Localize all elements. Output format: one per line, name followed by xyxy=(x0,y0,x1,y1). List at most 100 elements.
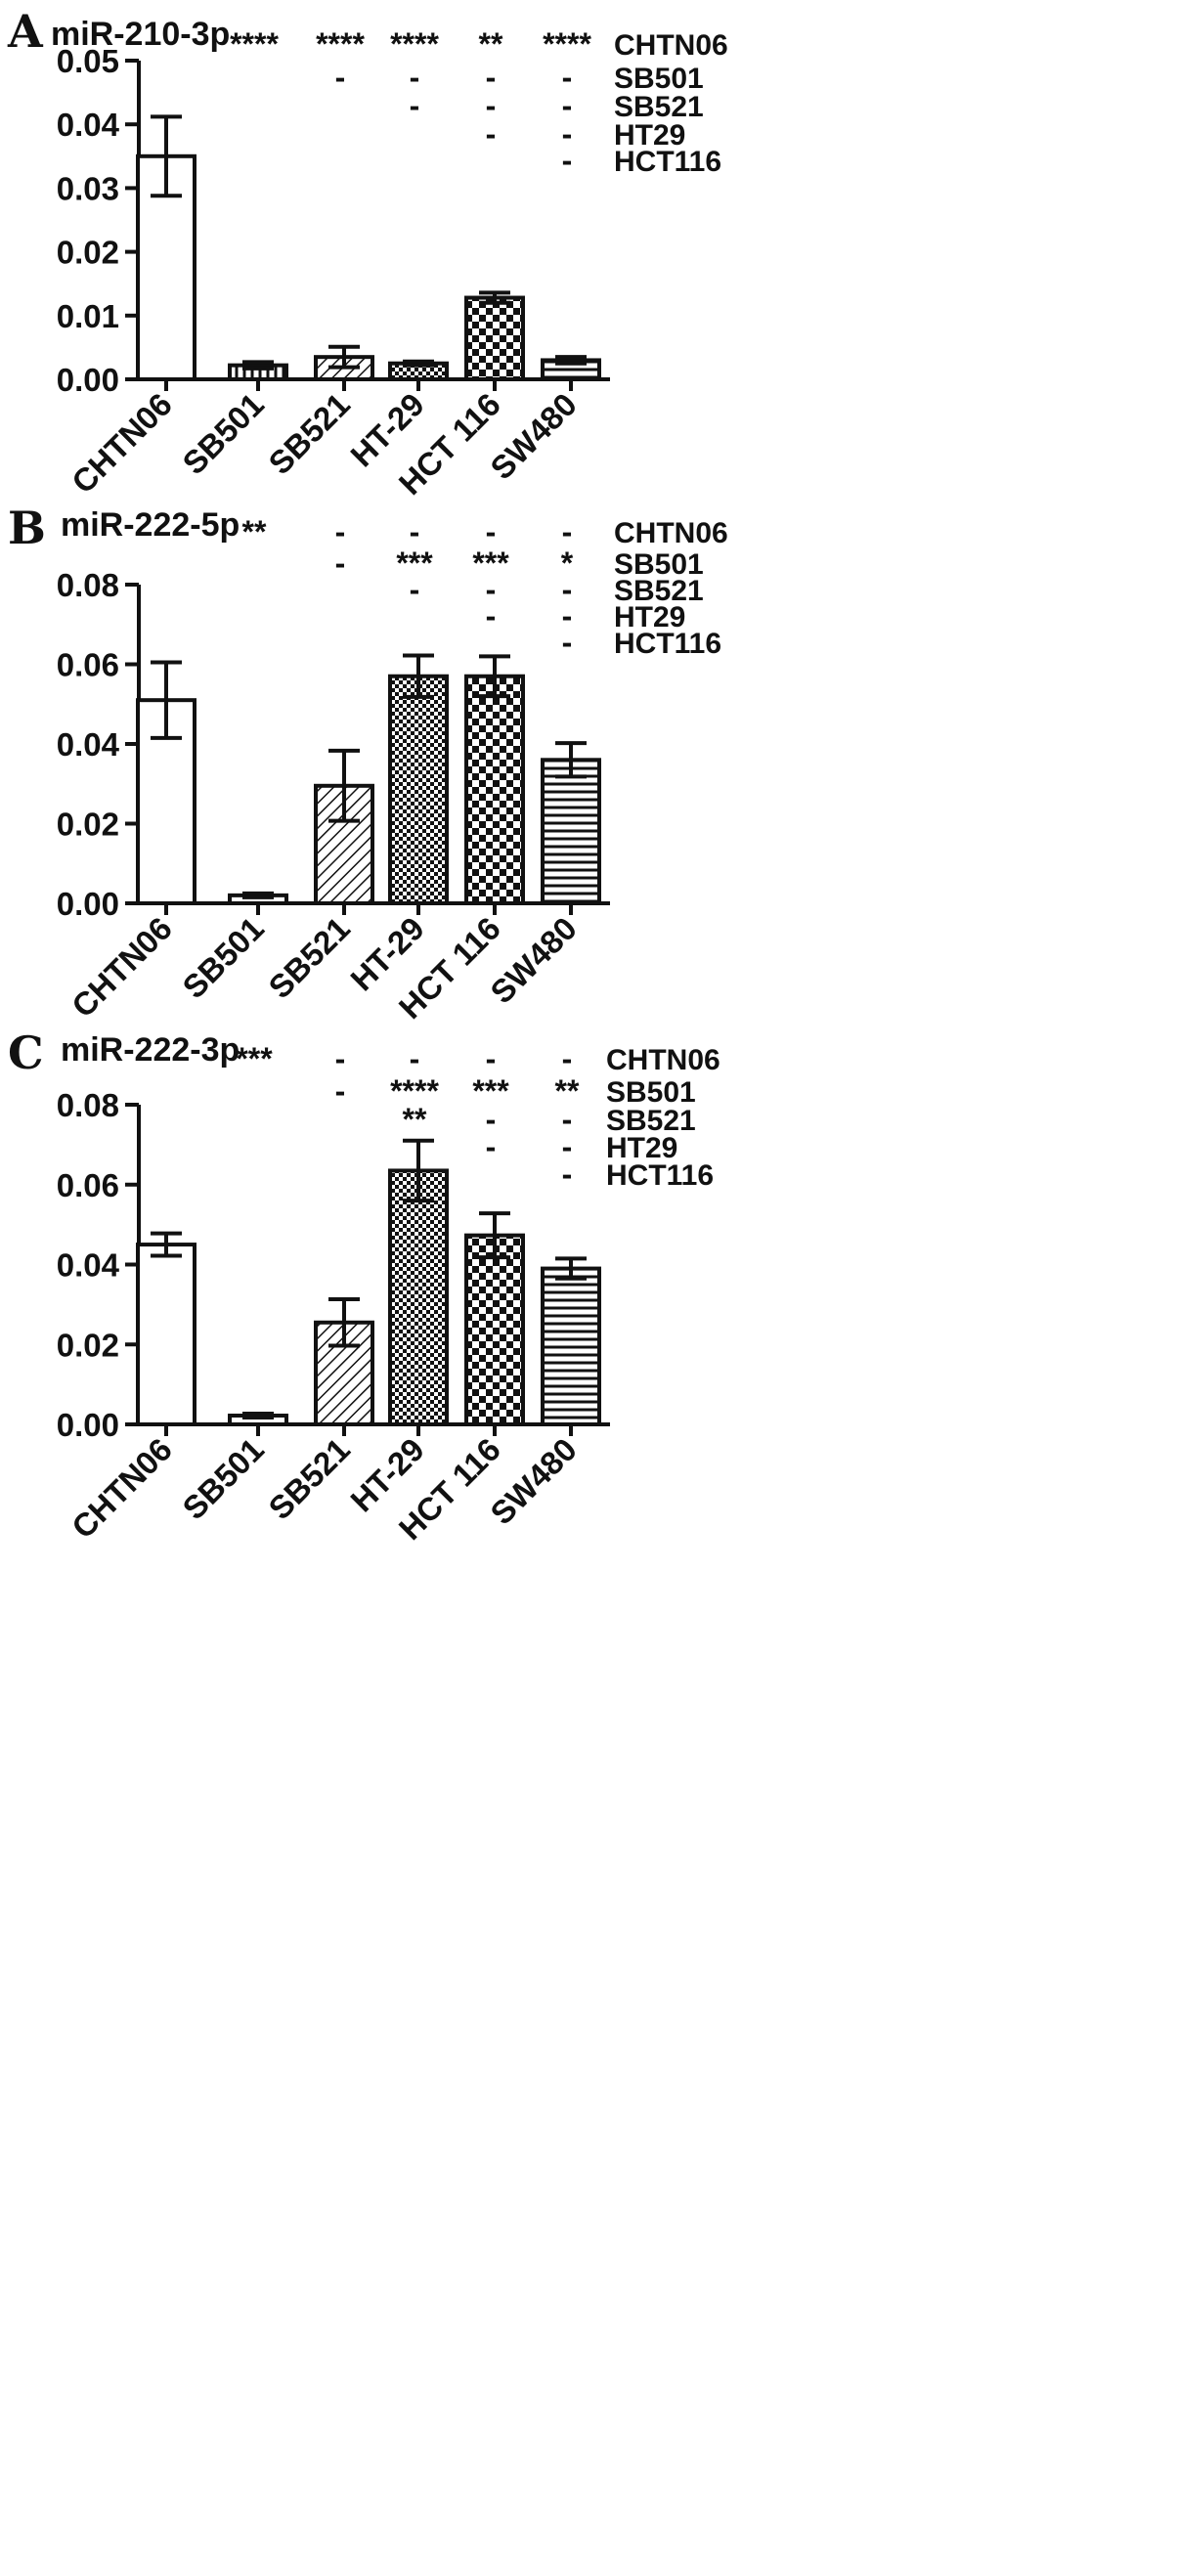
bar-sw480 xyxy=(541,1266,601,1427)
significance-mark: - xyxy=(486,572,497,607)
bar-hct-116 xyxy=(464,295,525,382)
y-tick-label: 0.04 xyxy=(57,1247,120,1284)
y-tick-label: 0.00 xyxy=(57,362,119,398)
significance-mark: - xyxy=(562,572,573,607)
comparison-row-label: CHTN06 xyxy=(614,29,728,62)
x-tick-label: SB521 xyxy=(261,1431,357,1527)
significance-mark: - xyxy=(486,514,497,549)
significance-mark: *** xyxy=(396,546,433,581)
significance-mark: - xyxy=(335,546,346,581)
bar-hct-116 xyxy=(464,1233,525,1426)
bar-chtn06 xyxy=(136,1243,196,1426)
x-tick-label: SB521 xyxy=(261,386,357,482)
significance-mark: - xyxy=(562,88,573,123)
y-tick-label: 0.06 xyxy=(57,647,119,683)
x-tick-label: SW480 xyxy=(483,1431,584,1532)
significance-mark: - xyxy=(562,1041,573,1076)
significance-mark: **** xyxy=(390,1073,439,1109)
significance-mark: - xyxy=(562,116,573,152)
significance-mark: *** xyxy=(472,546,509,581)
comparison-row-label: SB521 xyxy=(606,1105,696,1137)
significance-mark: - xyxy=(562,60,573,95)
y-tick-label: 0.04 xyxy=(57,107,120,143)
comparison-row-label: SB501 xyxy=(614,63,704,95)
bar-sw480 xyxy=(541,758,601,905)
panel-title: miR-222-3p xyxy=(61,1031,240,1069)
comparison-row-label: HCT116 xyxy=(614,628,721,660)
y-tick-label: 0.00 xyxy=(57,886,119,922)
significance-mark: - xyxy=(486,60,497,95)
comparison-row-label: CHTN06 xyxy=(614,517,728,549)
comparison-row-label: SB521 xyxy=(614,91,704,123)
y-tick-label: 0.01 xyxy=(57,298,119,334)
comparison-row-label: SB501 xyxy=(606,1076,696,1109)
significance-mark: - xyxy=(410,1041,420,1076)
y-tick-label: 0.02 xyxy=(57,235,119,271)
significance-mark: - xyxy=(486,1129,497,1164)
significance-mark: - xyxy=(562,598,573,633)
panel-title: miR-222-5p xyxy=(61,506,240,544)
significance-mark: - xyxy=(410,60,420,95)
significance-mark: - xyxy=(486,598,497,633)
comparison-row-label: HCT116 xyxy=(606,1159,714,1192)
significance-mark: - xyxy=(410,88,420,123)
significance-mark: ** xyxy=(555,1073,580,1109)
significance-mark: **** xyxy=(230,26,279,62)
significance-mark: ** xyxy=(479,26,503,62)
significance-mark: - xyxy=(335,514,346,549)
significance-mark: - xyxy=(410,572,420,607)
significance-mark: - xyxy=(335,60,346,95)
significance-mark: - xyxy=(335,1073,346,1109)
panel-letter: C xyxy=(8,1026,44,1079)
significance-mark: **** xyxy=(316,26,365,62)
comparison-row-label: HCT116 xyxy=(614,146,721,178)
y-tick-label: 0.05 xyxy=(57,43,119,79)
significance-mark: - xyxy=(486,88,497,123)
significance-mark: - xyxy=(562,143,573,178)
y-tick-label: 0.04 xyxy=(57,726,120,763)
x-tick-label: CHTN06 xyxy=(65,386,179,501)
comparison-row-label: CHTN06 xyxy=(606,1044,720,1076)
significance-mark: - xyxy=(562,514,573,549)
significance-mark: - xyxy=(562,1157,573,1192)
comparison-row-label: HT29 xyxy=(606,1132,677,1164)
panel-letter: A xyxy=(7,5,44,58)
comparison-row-label: SB501 xyxy=(614,548,704,581)
significance-mark: * xyxy=(561,546,574,581)
y-tick-label: 0.08 xyxy=(57,1087,119,1123)
y-tick-label: 0.00 xyxy=(57,1407,119,1443)
significance-mark: - xyxy=(486,1041,497,1076)
x-tick-label: CHTN06 xyxy=(65,1431,179,1546)
y-tick-label: 0.02 xyxy=(57,1327,119,1363)
comparison-row-label: HT29 xyxy=(614,119,685,152)
x-tick-label: SW480 xyxy=(483,386,584,487)
significance-mark: - xyxy=(335,1041,346,1076)
significance-mark: *** xyxy=(236,1041,273,1076)
x-tick-label: SB501 xyxy=(175,1431,271,1527)
x-tick-label: CHTN06 xyxy=(65,910,179,1025)
bar-hct-116 xyxy=(464,674,525,905)
y-tick-label: 0.06 xyxy=(57,1167,119,1203)
y-tick-label: 0.02 xyxy=(57,807,119,843)
bar-ht-29 xyxy=(388,1168,449,1426)
panel-title: miR-210-3p xyxy=(51,16,230,53)
significance-mark: *** xyxy=(472,1073,509,1109)
x-tick-label: SB521 xyxy=(261,910,357,1006)
significance-mark: - xyxy=(562,1102,573,1137)
significance-mark: **** xyxy=(390,26,439,62)
significance-mark: ** xyxy=(242,514,267,549)
significance-mark: - xyxy=(562,1129,573,1164)
y-tick-label: 0.03 xyxy=(57,170,119,206)
x-tick-label: SW480 xyxy=(483,910,584,1011)
significance-mark: - xyxy=(486,1102,497,1137)
significance-mark: - xyxy=(410,514,420,549)
significance-mark: **** xyxy=(543,26,591,62)
x-tick-label: SB501 xyxy=(175,910,271,1006)
panel-letter: B xyxy=(8,502,46,554)
x-tick-label: SB501 xyxy=(175,386,271,482)
comparison-row-label: HT29 xyxy=(614,601,685,633)
